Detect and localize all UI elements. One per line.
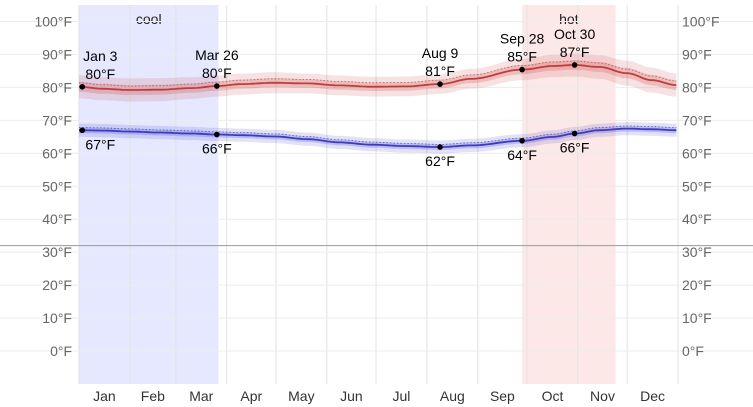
y-tick-right: 0°F [682, 343, 704, 359]
month-label-may: May [288, 388, 314, 404]
annotation-value: 85°F [507, 49, 537, 65]
annotation-value: 80°F [202, 65, 232, 81]
annotation-value: 66°F [560, 140, 590, 156]
month-label-feb: Feb [141, 388, 165, 404]
month-label-apr: Apr [240, 388, 262, 404]
y-tick-right: 50°F [682, 178, 712, 194]
y-tick-right: 10°F [682, 310, 712, 326]
annotation-date: Jan 3 [83, 48, 117, 64]
month-label-jun: Jun [340, 388, 363, 404]
annotation-point [519, 137, 525, 144]
annotation-point [79, 127, 86, 134]
month-label-nov: Nov [590, 388, 615, 404]
month-label-jan: Jan [93, 388, 116, 404]
annotation-date: Aug 9 [422, 45, 459, 61]
annotation-point [214, 83, 220, 89]
annotation-date: Mar 26 [195, 47, 239, 63]
y-tick-left: 90°F [42, 46, 72, 62]
y-tick-right: 30°F [682, 244, 712, 260]
y-tick-left: 80°F [42, 79, 72, 95]
annotation-point [214, 131, 220, 138]
y-tick-right: 40°F [682, 211, 712, 227]
series-band-outer [79, 122, 677, 154]
annotations: Jan 3 80°F Mar 26 80°F Aug 9 81°F Sep 28 85°F Oc… [79, 26, 595, 169]
annotation-point [437, 144, 443, 150]
month-label-oct: Oct [542, 388, 564, 404]
annotation-value: 81°F [425, 63, 455, 79]
annotation-value: 87°F [560, 44, 590, 60]
y-tick-left: 70°F [42, 112, 72, 128]
annotation-point [79, 84, 86, 90]
grid [0, 5, 753, 384]
month-label-aug: Aug [440, 388, 465, 404]
axis-labels: Jan Feb Mar Apr May Jun Jul Aug Sep Oct Nov Dec 0°F 0… [34, 13, 719, 404]
y-tick-left: 10°F [42, 310, 72, 326]
y-tick-right: 100°F [682, 13, 720, 29]
annotation-point [437, 81, 443, 87]
month-label-mar: Mar [189, 388, 213, 404]
y-tick-left: 0°F [50, 343, 72, 359]
y-tick-left: 40°F [42, 211, 72, 227]
annotation-point [571, 62, 578, 68]
annotation-point [571, 130, 578, 137]
season-bands: cool hot [79, 5, 616, 384]
annotation-point [519, 66, 525, 73]
y-tick-right: 60°F [682, 145, 712, 161]
annotation-value: 62°F [425, 153, 455, 169]
month-label-dec: Dec [640, 388, 665, 404]
month-label-sep: Sep [490, 388, 515, 404]
annotation-date: Oct 30 [554, 26, 595, 42]
y-tick-left: 30°F [42, 244, 72, 260]
y-tick-left: 60°F [42, 145, 72, 161]
y-tick-right: 90°F [682, 46, 712, 62]
annotation-date: Sep 28 [500, 31, 545, 47]
season-label-cool: cool [136, 11, 162, 27]
season-band-cool [79, 5, 219, 384]
y-tick-right: 80°F [682, 79, 712, 95]
annotation-value: 66°F [202, 141, 232, 157]
y-tick-left: 100°F [34, 13, 72, 29]
y-tick-left: 20°F [42, 277, 72, 293]
annotation-value: 64°F [507, 147, 537, 163]
y-tick-left: 50°F [42, 178, 72, 194]
y-tick-right: 20°F [682, 277, 712, 293]
series-band-outer [79, 53, 677, 102]
month-label-jul: Jul [393, 388, 411, 404]
annotation-value: 67°F [85, 136, 115, 152]
y-tick-right: 70°F [682, 112, 712, 128]
annotation-value: 80°F [85, 66, 115, 82]
season-label-hot: hot [559, 11, 579, 27]
